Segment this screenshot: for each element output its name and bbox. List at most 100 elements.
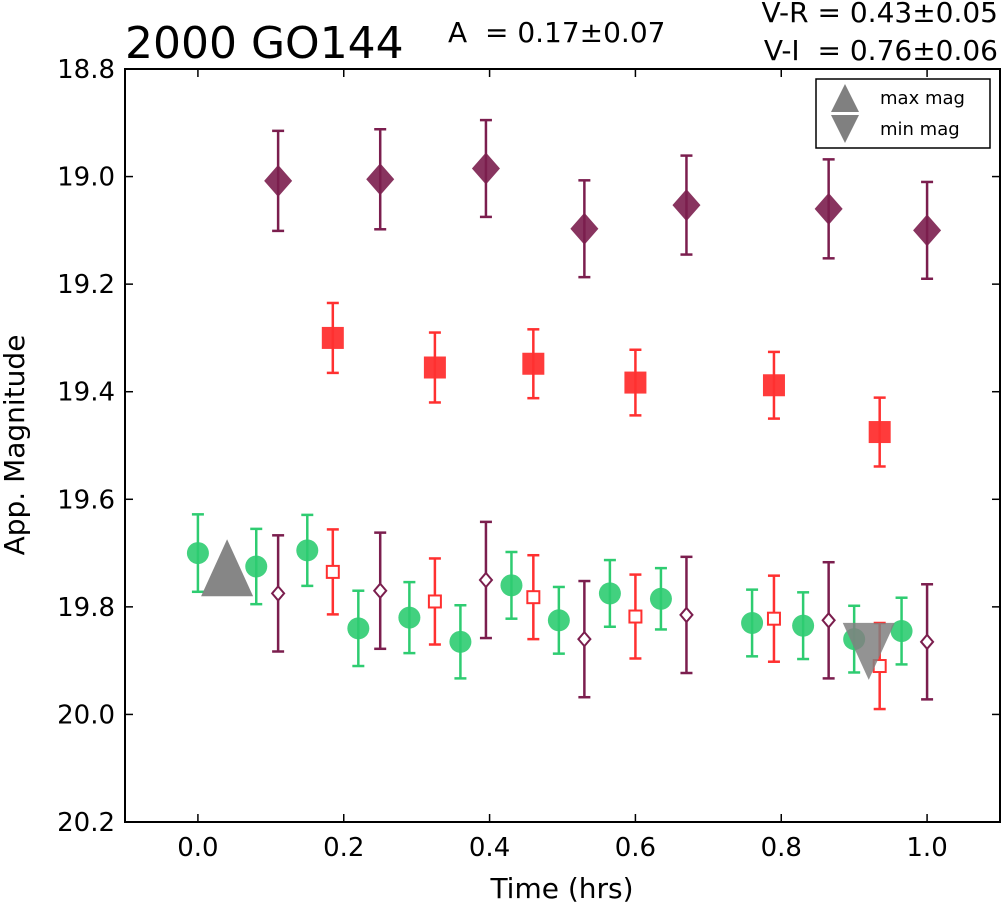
series-4 (270, 520, 935, 701)
x-axis-label: Time (hrs) (489, 872, 633, 904)
data-point (296, 513, 319, 588)
data-point (423, 331, 446, 404)
data-point (325, 528, 340, 616)
data-point (366, 127, 395, 231)
x-tick-label: 0.4 (469, 833, 510, 863)
data-point (628, 573, 643, 660)
data-point (264, 129, 293, 233)
v-i-annotation: V-I = 0.76±0.06 (764, 34, 998, 67)
data-point-open-diamond (919, 633, 935, 651)
data-point-circle (741, 611, 764, 634)
axis-tick-labels: 0.0 0.2 0.4 0.6 0.8 1.0 18.8 19.0 19.2 19.4 19.6 19… (57, 55, 948, 863)
data-point (649, 566, 672, 631)
amplitude-annotation: A = 0.17±0.07 (448, 16, 665, 49)
min-mag-marker (842, 622, 895, 680)
data-point (672, 154, 701, 256)
data-point-diamond (814, 192, 843, 225)
axis-ticks (125, 68, 1000, 823)
data-point (398, 580, 421, 655)
data-point (577, 579, 592, 699)
data-point-square (423, 356, 446, 379)
data-point-circle (500, 574, 523, 597)
legend: max mag min mag (815, 78, 991, 149)
data-point (741, 588, 764, 658)
data-point (814, 158, 843, 260)
y-tick-label: 20.0 (57, 700, 115, 730)
data-point-diamond (366, 163, 395, 196)
series-2 (264, 118, 942, 281)
data-point-open-square (628, 609, 643, 624)
data-point (321, 301, 344, 375)
x-tick-label: 0.6 (615, 833, 656, 863)
data-point-diamond (570, 212, 599, 245)
data-point-open-diamond (372, 582, 388, 600)
y-tick-label: 19.2 (57, 270, 115, 300)
data-point (913, 180, 942, 281)
legend-min-mag-label: min mag (880, 119, 960, 140)
series-1 (321, 301, 891, 468)
series-3 (325, 528, 887, 711)
legend-max-mag-marker (831, 84, 859, 112)
data-point (522, 328, 545, 400)
data-point (762, 350, 785, 420)
data-point (547, 585, 570, 655)
data-point (919, 583, 935, 701)
data-point (821, 560, 836, 680)
data-point-square (624, 371, 647, 394)
data-point-open-square (526, 590, 541, 605)
y-tick-label: 19.4 (57, 378, 115, 408)
data-point-diamond (913, 214, 942, 247)
x-tick-label: 0.8 (761, 833, 802, 863)
data-point (347, 589, 370, 668)
data-point (270, 534, 286, 653)
legend-min-mag-marker (831, 115, 859, 143)
x-tick-label: 0.0 (177, 833, 218, 863)
data-point-open-diamond (270, 584, 286, 602)
data-point-circle (449, 630, 472, 653)
data-point-open-diamond (577, 630, 592, 648)
data-point-open-diamond (821, 611, 836, 629)
data-point-square (868, 421, 891, 444)
x-tick-label: 0.2 (323, 833, 364, 863)
data-point-square (321, 326, 344, 349)
data-point (478, 520, 494, 640)
data-point-circle (347, 617, 370, 640)
data-point-circle (296, 539, 319, 562)
data-point-open-diamond (478, 571, 494, 589)
data-point (372, 531, 388, 651)
v-r-annotation: V-R = 0.43±0.05 (762, 0, 998, 29)
data-point-open-square (325, 564, 340, 579)
data-point (471, 118, 500, 219)
y-tick-label: 19.6 (57, 485, 115, 515)
data-point-circle (890, 620, 913, 643)
data-point-open-diamond (679, 606, 694, 624)
data-point (570, 179, 599, 279)
data-layer (186, 118, 942, 711)
axes-frame (124, 68, 1001, 823)
y-tick-label: 19.0 (57, 163, 115, 193)
y-tick-label: 19.8 (57, 593, 115, 623)
data-point (186, 513, 209, 594)
extrema-markers (201, 539, 895, 680)
data-point-circle (398, 606, 421, 629)
data-point (598, 558, 621, 629)
data-point (624, 348, 647, 417)
data-point-circle (245, 555, 268, 578)
data-point (792, 591, 815, 661)
data-point-diamond (471, 152, 500, 185)
data-point (679, 555, 694, 675)
data-point-circle (547, 609, 570, 632)
y-axis-label: App. Magnitude (0, 335, 31, 556)
data-point-circle (598, 582, 621, 605)
data-point-diamond (264, 164, 293, 197)
y-tick-label: 20.2 (57, 808, 115, 838)
data-point-open-square (427, 594, 442, 609)
y-tick-label: 18.8 (57, 55, 115, 85)
chart-title: 2000 GO144 (125, 18, 404, 69)
data-point-square (522, 352, 545, 375)
legend-max-mag-label: max mag (880, 88, 965, 109)
data-point (449, 603, 472, 680)
data-point-circle (186, 542, 209, 565)
data-point-diamond (672, 189, 701, 222)
